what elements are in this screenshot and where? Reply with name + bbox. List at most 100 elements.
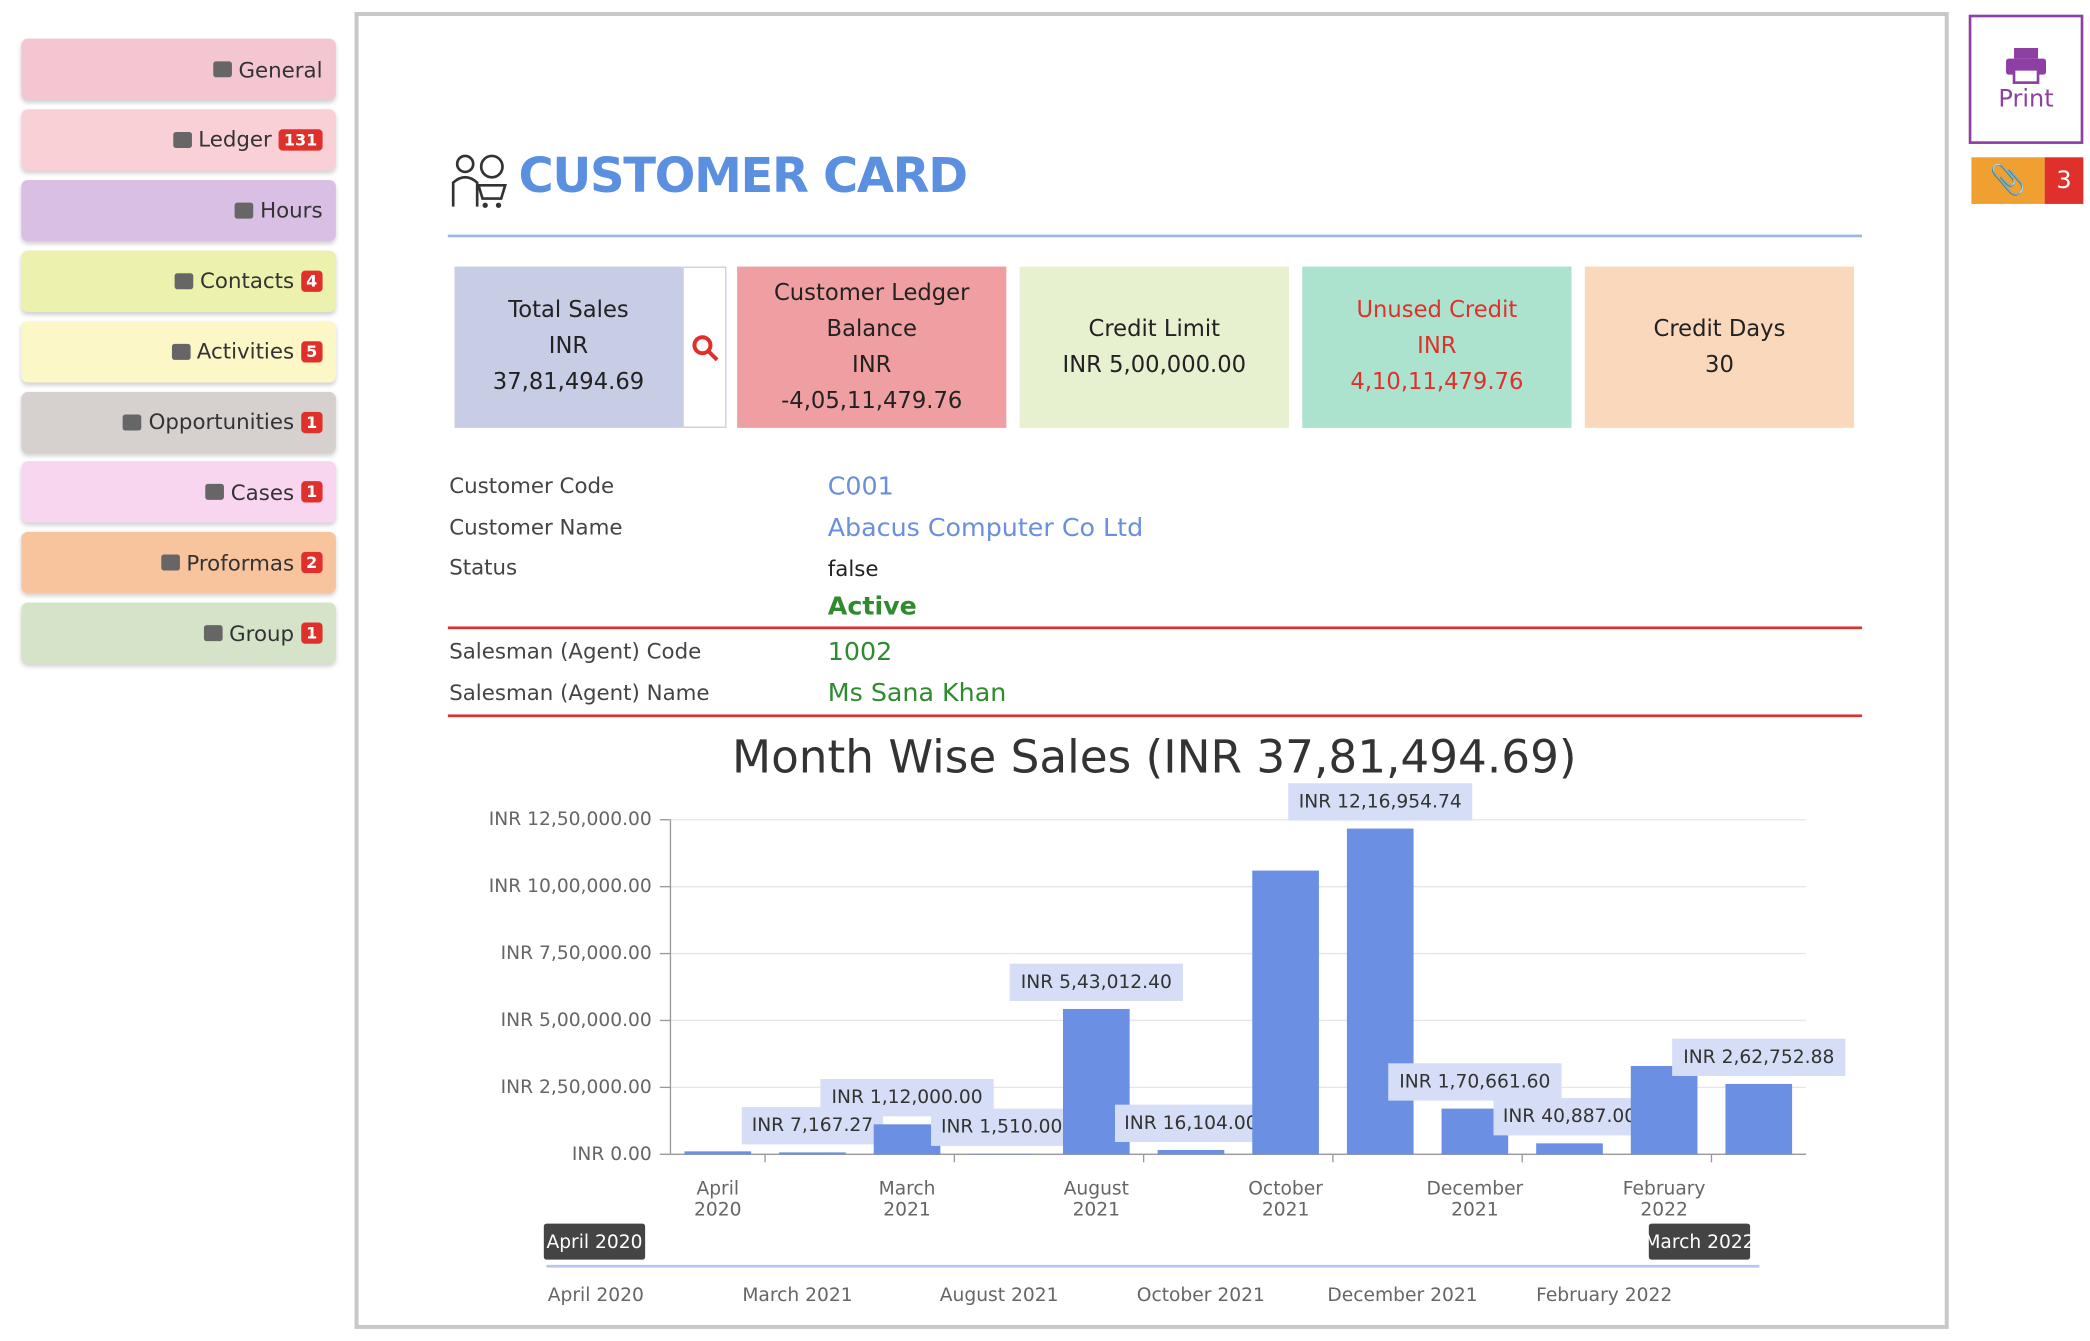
x-tick-label: March 2021 (879, 1178, 936, 1220)
navigator-label: February 2022 (1536, 1285, 1672, 1306)
y-tick-label: INR 5,00,000.00 (501, 1010, 652, 1031)
value-label: INR 1,70,661.60 (1399, 1071, 1550, 1092)
salesman-label: Salesman (Agent) Name (449, 679, 710, 706)
item-badge: 1 (300, 622, 323, 645)
navigator-label: October 2021 (1137, 1285, 1265, 1306)
sidebar-item[interactable]: Opportunities 1 (21, 391, 336, 453)
summary-line: 4,10,11,479.76 (1350, 369, 1524, 396)
detail-label: Customer Name (449, 513, 623, 540)
item-icon (123, 413, 142, 430)
navigator-label: August 2021 (940, 1285, 1059, 1306)
salesman-label: Salesman (Agent) Code (449, 638, 702, 664)
print-button[interactable]: Print (1968, 14, 2084, 144)
summary-line: 30 (1705, 351, 1734, 378)
page-title: CUSTOMER CARD (518, 149, 969, 204)
sidebar-item[interactable]: Proformas 2 (21, 532, 336, 594)
range-handle (1648, 1223, 1751, 1260)
value-label-bg (1493, 1098, 1646, 1136)
sidebar-item[interactable]: Activities 5 (21, 320, 336, 383)
bar (779, 1152, 846, 1155)
summary-box: Customer Ledger Balance INR -4,05,11,479.76 (737, 266, 1007, 428)
value-label: INR 1,510.00 (941, 1117, 1062, 1138)
detail-value: C001 (827, 471, 894, 502)
summary-line: INR (548, 333, 589, 360)
search-button[interactable] (682, 266, 727, 428)
sidebar-item[interactable]: General (21, 38, 336, 100)
summary-box: Total Sales INR 37,81,494.69 (454, 266, 683, 428)
x-tick-label: April 2020 (694, 1178, 741, 1220)
item-badge: 1 (300, 411, 323, 433)
value-label-bg (1009, 963, 1183, 1001)
bar (1536, 1143, 1603, 1155)
value-label: INR 7,167.27 (752, 1115, 873, 1136)
summary-line: Customer Ledger (773, 279, 970, 306)
item-label: General (238, 56, 323, 82)
x-tick-line: 2021 (1262, 1200, 1309, 1221)
detail-value: false (827, 555, 879, 582)
navigator-label: April 2020 (548, 1285, 644, 1306)
summary-box: Credit Limit INR 5,00,000.00 (1019, 266, 1289, 428)
y-tick-label: INR 10,00,000.00 (489, 876, 652, 897)
x-tick-line: March (879, 1178, 936, 1199)
y-tick-label: INR 12,50,000.00 (489, 809, 652, 830)
x-tick-line: 2020 (694, 1200, 741, 1221)
summary-line: INR (852, 351, 892, 378)
bar (1630, 1065, 1698, 1155)
bar (1157, 1149, 1225, 1155)
detail-label: Customer Code (449, 473, 615, 499)
x-tick-line: February (1623, 1178, 1706, 1199)
x-tick-line: April (696, 1178, 739, 1199)
item-badge: 131 (278, 129, 323, 151)
item-icon (203, 625, 223, 642)
item-icon (205, 484, 225, 501)
summary-line: Unused Credit (1356, 297, 1518, 324)
item-badge: 1 (300, 481, 323, 504)
sidebar-item[interactable]: Contacts 4 (21, 250, 336, 312)
summary-line: Balance (826, 315, 917, 342)
bar (1725, 1083, 1793, 1155)
value-label: INR 5,43,012.40 (1021, 972, 1172, 993)
value-label: INR 16,104.00 (1124, 1113, 1257, 1134)
x-tick-line: 2022 (1640, 1200, 1687, 1221)
print-icon (2006, 47, 2047, 84)
item-badge: 5 (300, 340, 323, 363)
divider (447, 714, 1863, 718)
value-label-bg (1114, 1104, 1267, 1142)
value-label: INR 2,62,752.88 (1683, 1047, 1834, 1068)
bar (684, 1151, 752, 1155)
detail-label: Status (449, 554, 518, 580)
item-icon (174, 272, 194, 289)
value-label: INR 12,16,954.74 (1299, 791, 1462, 812)
salesman-value: Ms Sana Khan (827, 678, 1007, 708)
range-handle (543, 1223, 646, 1260)
summary-line: Total Sales (508, 297, 629, 324)
navigator-label: December 2021 (1327, 1285, 1477, 1306)
range-label: March 2022 (1644, 1232, 1754, 1253)
summary-line: 37,81,494.69 (492, 369, 645, 396)
detail-value: Abacus Computer Co Ltd (827, 512, 1144, 542)
attachments-button[interactable]: 📎 3 (1971, 157, 2084, 204)
bar (1346, 828, 1414, 1155)
summary-box: Credit Days 30 (1584, 266, 1855, 428)
attachment-count: 3 (2044, 157, 2084, 204)
status-active: Active (827, 591, 917, 622)
value-label-bg (1288, 783, 1473, 821)
salesman-value: 1002 (827, 637, 893, 667)
title-rule (447, 234, 1863, 238)
item-label: Cases (230, 479, 295, 506)
sidebar-item[interactable]: Hours (21, 179, 336, 241)
summary-line: Credit Days (1653, 315, 1786, 342)
y-tick-label: INR 7,50,000.00 (501, 943, 652, 964)
sidebar-item[interactable]: Group 1 (21, 602, 336, 665)
value-label-bg (1388, 1063, 1562, 1101)
navigator-label: March 2021 (742, 1285, 852, 1306)
item-label: Hours (260, 197, 323, 223)
range-label: April 2020 (546, 1232, 642, 1253)
bar (873, 1124, 941, 1155)
item-icon (234, 202, 254, 219)
sidebar-item[interactable]: Ledger 131 (21, 109, 336, 171)
summary-line: INR 5,00,000.00 (1062, 351, 1247, 378)
sidebar-item[interactable]: Cases 1 (21, 461, 336, 524)
